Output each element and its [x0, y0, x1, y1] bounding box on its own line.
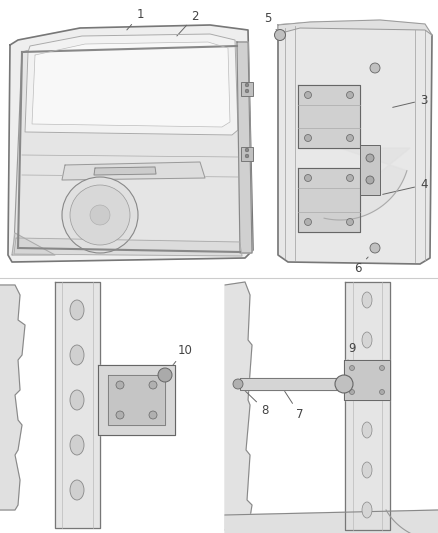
Ellipse shape — [70, 390, 84, 410]
Polygon shape — [298, 168, 360, 232]
Text: 4: 4 — [383, 179, 427, 195]
Ellipse shape — [362, 292, 372, 308]
Ellipse shape — [70, 435, 84, 455]
Polygon shape — [94, 167, 156, 175]
Text: 9: 9 — [345, 342, 356, 369]
Polygon shape — [345, 282, 390, 530]
Polygon shape — [225, 282, 252, 530]
Circle shape — [304, 134, 311, 141]
Circle shape — [233, 379, 243, 389]
Circle shape — [346, 174, 353, 182]
Polygon shape — [237, 42, 252, 253]
Polygon shape — [344, 360, 390, 400]
Circle shape — [335, 375, 353, 393]
Polygon shape — [324, 148, 410, 220]
Polygon shape — [8, 25, 253, 262]
Ellipse shape — [70, 300, 84, 320]
Ellipse shape — [362, 422, 372, 438]
Polygon shape — [0, 285, 25, 510]
FancyBboxPatch shape — [360, 145, 380, 195]
Circle shape — [245, 148, 249, 152]
Circle shape — [70, 185, 130, 245]
Circle shape — [275, 29, 286, 41]
Circle shape — [346, 219, 353, 225]
Text: 2: 2 — [177, 10, 199, 36]
Ellipse shape — [70, 480, 84, 500]
Polygon shape — [14, 36, 242, 254]
Polygon shape — [278, 20, 432, 40]
Polygon shape — [98, 365, 175, 435]
Polygon shape — [12, 233, 55, 255]
Circle shape — [304, 219, 311, 225]
Circle shape — [379, 390, 385, 394]
Text: 7: 7 — [282, 386, 304, 422]
Polygon shape — [225, 510, 438, 533]
Polygon shape — [298, 85, 360, 148]
Circle shape — [304, 174, 311, 182]
Ellipse shape — [362, 332, 372, 348]
Ellipse shape — [362, 502, 372, 518]
Circle shape — [346, 134, 353, 141]
Circle shape — [149, 381, 157, 389]
Polygon shape — [32, 42, 230, 127]
Polygon shape — [240, 378, 344, 390]
Ellipse shape — [70, 345, 84, 365]
Circle shape — [245, 83, 249, 87]
FancyBboxPatch shape — [241, 147, 253, 161]
Text: 6: 6 — [354, 257, 368, 274]
Text: 10: 10 — [167, 343, 192, 373]
Text: 5: 5 — [264, 12, 279, 33]
Circle shape — [366, 154, 374, 162]
FancyBboxPatch shape — [241, 82, 253, 96]
Text: 1: 1 — [127, 9, 144, 30]
Circle shape — [158, 368, 172, 382]
Polygon shape — [25, 34, 238, 135]
Circle shape — [350, 366, 354, 370]
Circle shape — [62, 177, 138, 253]
Circle shape — [370, 243, 380, 253]
Polygon shape — [108, 375, 165, 425]
Text: 8: 8 — [240, 386, 268, 416]
Polygon shape — [62, 162, 205, 180]
Polygon shape — [278, 22, 432, 264]
Circle shape — [90, 205, 110, 225]
Ellipse shape — [362, 462, 372, 478]
Circle shape — [370, 63, 380, 73]
Circle shape — [350, 390, 354, 394]
Circle shape — [116, 411, 124, 419]
Polygon shape — [14, 238, 242, 256]
Polygon shape — [55, 282, 100, 528]
Circle shape — [245, 154, 249, 158]
Circle shape — [149, 411, 157, 419]
Circle shape — [116, 381, 124, 389]
Circle shape — [346, 92, 353, 99]
Circle shape — [366, 176, 374, 184]
Circle shape — [379, 366, 385, 370]
Circle shape — [245, 89, 249, 93]
Circle shape — [304, 92, 311, 99]
Text: 3: 3 — [393, 93, 427, 107]
